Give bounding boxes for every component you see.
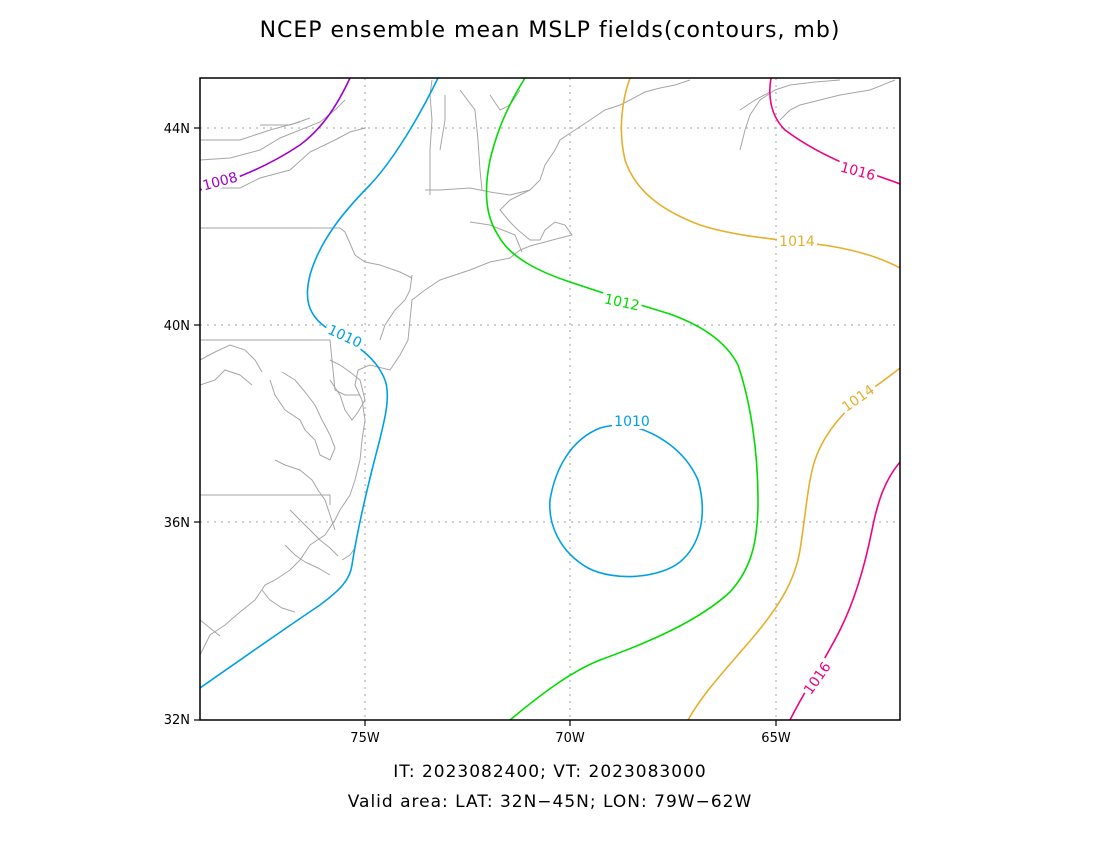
contour-1010-west [200, 78, 439, 689]
plot-frame [199, 77, 901, 721]
area-info: Valid area: LAT: 32N−45N; LON: 79W−62W [347, 792, 753, 812]
lon-tick-75w: 75W [350, 731, 380, 746]
contour-1016-north [769, 78, 900, 185]
lat-tick-44n: 44N [164, 122, 190, 137]
lon-tick-65w: 65W [761, 731, 791, 746]
label-1016-north: 1016 [838, 160, 877, 185]
contour-1014-south [687, 367, 900, 720]
contour-1010-low [549, 424, 704, 578]
grid-lines [200, 78, 900, 720]
chart-title: NCEP ensemble mean MSLP fields(contours,… [259, 18, 841, 43]
coastlines [200, 79, 896, 656]
contour-1012 [485, 78, 759, 720]
lat-tick-32n: 32N [164, 713, 190, 728]
label-1014-north: 1014 [779, 234, 815, 250]
lon-tick-70w: 70W [555, 731, 585, 746]
tick-marks [194, 127, 777, 726]
lat-tick-36n: 36N [164, 516, 190, 531]
time-info: IT: 2023082400; VT: 2023083000 [393, 762, 707, 782]
contour-1014-north [620, 78, 900, 269]
label-1010-low: 1010 [614, 414, 650, 430]
lat-tick-40n: 40N [164, 319, 190, 334]
label-1012: 1012 [603, 291, 641, 314]
